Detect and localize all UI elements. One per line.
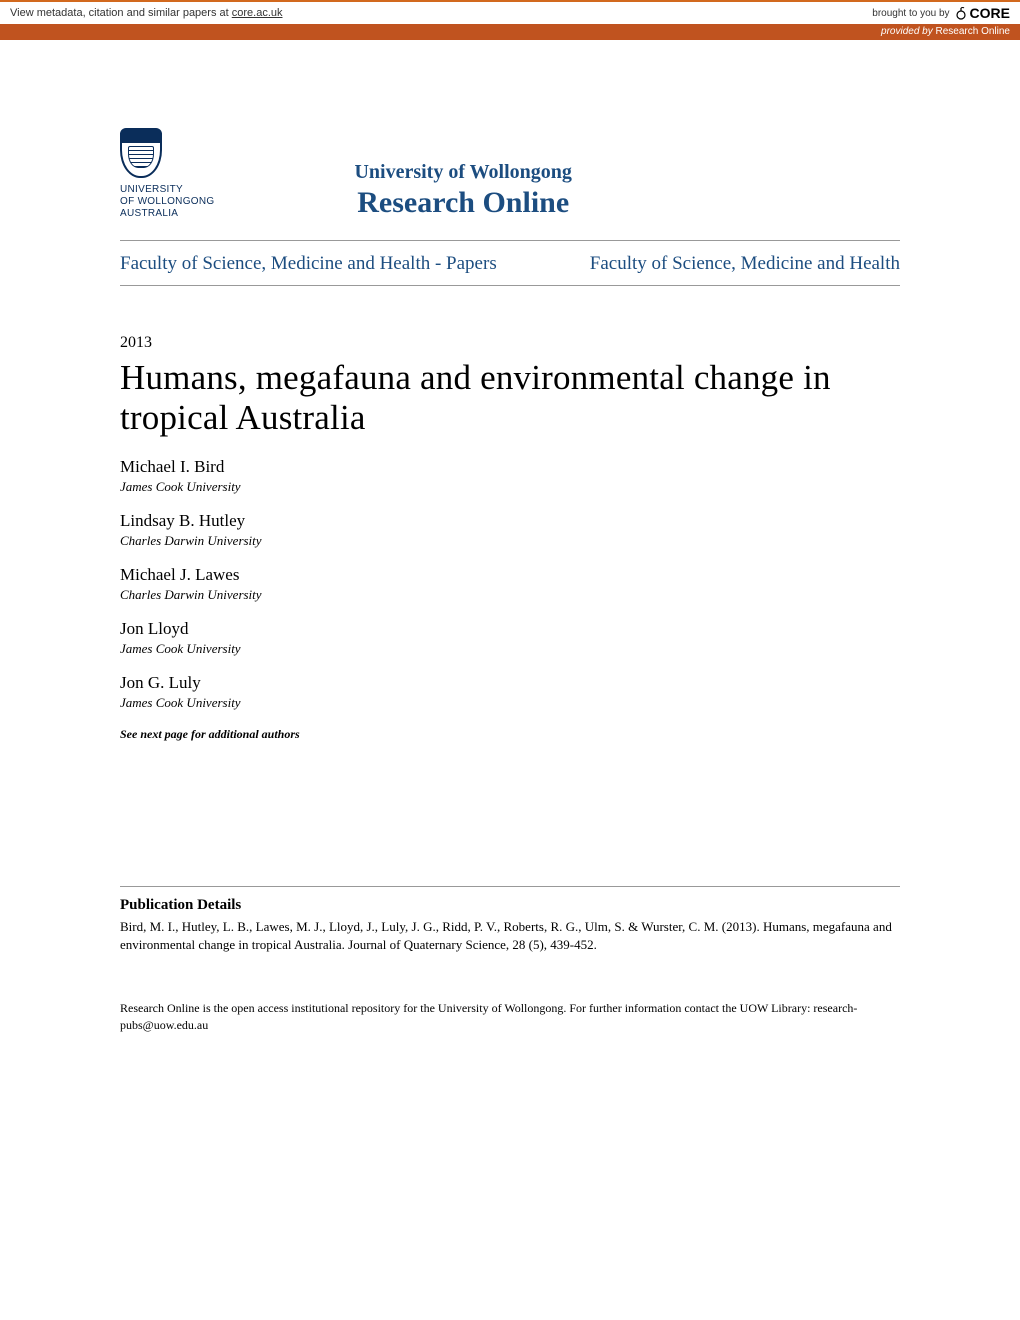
author-item: Michael I. Bird James Cook University [120,457,900,495]
author-item: Michael J. Lawes Charles Darwin Universi… [120,565,900,603]
metadata-text: View metadata, citation and similar pape… [10,7,283,19]
author-affiliation: James Cook University [120,641,900,657]
logo-text-line1: UNIVERSITY [120,184,183,196]
publication-heading: Publication Details [120,897,900,914]
brought-by-text: brought to you by [872,8,949,19]
author-item: Lindsay B. Hutley Charles Darwin Univers… [120,511,900,549]
more-authors-note: See next page for additional authors [120,727,900,742]
core-apple-icon [954,6,968,20]
publication-citation: Bird, M. I., Hutley, L. B., Lawes, M. J.… [120,918,900,954]
bottom-block: Publication Details Bird, M. I., Hutley,… [120,886,900,1034]
repository-note: Research Online is the open access insti… [120,1000,900,1034]
faculty-link[interactable]: Faculty of Science, Medicine and Health [590,253,900,275]
faculty-papers-link[interactable]: Faculty of Science, Medicine and Health … [120,253,497,275]
core-brand-text: CORE [970,5,1010,21]
author-name: Jon G. Luly [120,673,900,693]
author-name: Michael J. Lawes [120,565,900,585]
author-name: Jon Lloyd [120,619,900,639]
paper-meta: 2013 Humans, megafauna and environmental… [120,334,900,742]
provider-name: Research Online [936,26,1010,37]
core-logo[interactable]: CORE [954,5,1010,21]
provider-bar: provided by Research Online [0,24,1020,40]
author-affiliation: James Cook University [120,695,900,711]
author-name: Lindsay B. Hutley [120,511,900,531]
author-item: Jon Lloyd James Cook University [120,619,900,657]
divider-bottom [120,285,900,286]
core-top-banner: View metadata, citation and similar pape… [0,0,1020,24]
author-item: Jon G. Luly James Cook University [120,673,900,711]
paper-year: 2013 [120,334,900,352]
divider-pub [120,886,900,887]
university-name: University of Wollongong [354,161,571,184]
university-logo[interactable]: UNIVERSITY OF WOLLONGONG AUSTRALIA [120,128,214,220]
author-name: Michael I. Bird [120,457,900,477]
author-affiliation: Charles Darwin University [120,587,900,603]
authors-list: Michael I. Bird James Cook University Li… [120,457,900,742]
provider-prefix: provided by [881,26,935,37]
author-affiliation: James Cook University [120,479,900,495]
core-link[interactable]: core.ac.uk [232,7,283,19]
faculty-row: Faculty of Science, Medicine and Health … [120,241,900,285]
header-title: University of Wollongong Research Online [354,161,571,220]
page-content: UNIVERSITY OF WOLLONGONG AUSTRALIA Unive… [0,40,1020,1033]
paper-title: Humans, megafauna and environmental chan… [120,358,900,439]
banner-right: brought to you by CORE [872,5,1010,21]
metadata-prefix: View metadata, citation and similar pape… [10,7,232,19]
author-affiliation: Charles Darwin University [120,533,900,549]
shield-icon [120,128,162,178]
site-name: Research Online [354,186,571,220]
header-block: UNIVERSITY OF WOLLONGONG AUSTRALIA Unive… [120,128,900,240]
logo-text-line3: AUSTRALIA [120,208,178,220]
logo-text-line2: OF WOLLONGONG [120,196,214,208]
